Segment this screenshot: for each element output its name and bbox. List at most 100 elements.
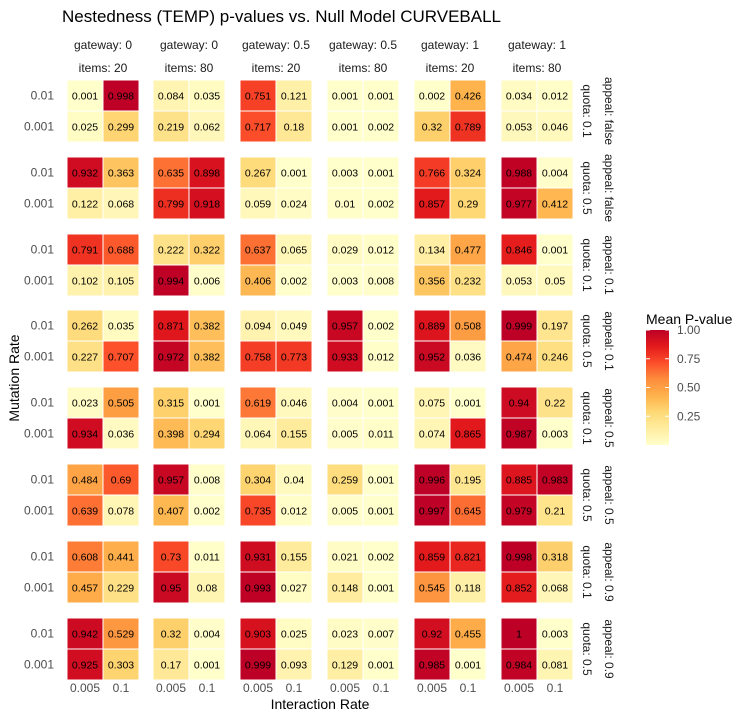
heatmap-cell — [239, 309, 277, 342]
cell-value-label: 0.065 — [281, 245, 307, 257]
cell-value-label: 0.001 — [281, 168, 307, 180]
heatmap-cell — [275, 648, 313, 681]
heatmap-cell — [326, 386, 364, 419]
heatmap-panel: 0.023 0.505 0.934 0.036 — [66, 386, 140, 450]
cell-value-label: 0.222 — [158, 245, 184, 257]
heatmap-panel: 0.889 0.508 0.952 0.036 — [413, 309, 487, 373]
row-strip-appeal: appeal: false — [602, 154, 616, 222]
legend-tick-label: 0.25 — [677, 409, 701, 423]
row-strip-appeal: appeal: false — [602, 77, 616, 145]
heatmap-cell — [239, 648, 277, 681]
heatmap-cell — [102, 540, 140, 573]
heatmap-cell — [449, 417, 487, 450]
cell-value-label: 0.134 — [419, 245, 445, 257]
heatmap-cell — [188, 187, 226, 220]
color-legend: Mean P-value 1.00 0.75 0.50 0.25 — [646, 311, 733, 445]
x-tick-label: 0.1 — [113, 681, 130, 695]
heatmap-cell — [102, 156, 140, 189]
heatmap-cell — [275, 309, 313, 342]
cell-value-label: 0.029 — [332, 245, 358, 257]
cell-value-label: 0.001 — [455, 398, 481, 410]
cell-value-label: 0.121 — [281, 91, 307, 103]
cell-value-label: 0.012 — [281, 506, 307, 518]
heatmap-cell — [449, 494, 487, 527]
y-tick-label: 0.01 — [31, 473, 55, 487]
row-strip-quota: quota: 0.5 — [580, 622, 594, 676]
heatmap-panel: 0.637 0.065 0.406 0.002 — [239, 233, 313, 297]
heatmap-cell — [362, 264, 400, 297]
heatmap-cell — [188, 494, 226, 527]
cell-value-label: 0.008 — [194, 475, 220, 487]
cell-value-label: 0.934 — [72, 429, 98, 441]
heatmap-panel: 0.001 0.998 0.025 0.299 — [66, 79, 140, 143]
cell-value-label: 0.011 — [194, 552, 220, 564]
y-tick-label: 0.001 — [24, 197, 54, 211]
x-tick-label: 0.005 — [243, 681, 273, 695]
cell-value-label: 0.027 — [281, 583, 307, 595]
heatmap-panel: 0.267 0.001 0.059 0.024 — [239, 156, 313, 220]
heatmap-cell — [239, 540, 277, 573]
x-tick-label: 0.005 — [504, 681, 534, 695]
heatmap-panel: 0.32 0.004 0.17 0.001 — [152, 617, 226, 681]
heatmap-panel: 0.134 0.477 0.356 0.232 — [413, 233, 487, 297]
heatmap-cell — [500, 233, 538, 266]
cell-value-label: 0.129 — [332, 660, 358, 672]
cell-value-label: 0.001 — [542, 245, 568, 257]
cell-value-label: 0.094 — [245, 321, 271, 333]
legend-colorbar — [646, 330, 669, 445]
heatmap-cell — [536, 571, 574, 604]
y-tick-label: 0.001 — [24, 274, 54, 288]
heatmap-cell — [188, 648, 226, 681]
heatmap-cell — [536, 309, 574, 342]
cell-value-label: 0.318 — [542, 552, 568, 564]
heatmap-cell — [449, 309, 487, 342]
cell-value-label: 0.049 — [281, 321, 307, 333]
cell-value-label: 1 — [516, 629, 522, 641]
cell-value-label: 0.933 — [332, 352, 358, 364]
heatmap-cell — [152, 156, 190, 189]
heatmap-cell — [102, 571, 140, 604]
heatmap-cell — [188, 309, 226, 342]
heatmap-cell — [362, 233, 400, 266]
x-tick-label: 0.1 — [199, 681, 216, 695]
cell-value-label: 0.324 — [455, 168, 481, 180]
row-strip-quota: quota: 0.1 — [580, 545, 594, 599]
heatmap-panel: 0.262 0.035 0.227 0.707 — [66, 309, 140, 373]
heatmap-cell — [362, 540, 400, 573]
heatmap-panel: 0.996 0.195 0.997 0.645 — [413, 463, 487, 527]
cell-value-label: 0.17 — [161, 660, 182, 672]
cell-value-label: 0.987 — [506, 429, 532, 441]
row-strip-appeal: appeal: 0.1 — [602, 235, 616, 295]
heatmap-cell — [66, 233, 104, 266]
cell-value-label: 0.006 — [194, 276, 220, 288]
cell-value-label: 0.382 — [194, 321, 220, 333]
cell-value-label: 0.012 — [368, 352, 394, 364]
cell-value-label: 0.92 — [422, 629, 443, 641]
cell-value-label: 0.267 — [245, 168, 271, 180]
heatmap-cell — [152, 494, 190, 527]
heatmap-cell — [500, 417, 538, 450]
heatmap-cell — [449, 540, 487, 573]
cell-value-label: 0.068 — [108, 199, 134, 211]
cell-value-label: 0.505 — [108, 398, 134, 410]
cell-value-label: 0.717 — [245, 122, 271, 134]
cell-value-label: 0.457 — [72, 583, 98, 595]
heatmap-cell — [326, 309, 364, 342]
heatmap-cell — [66, 386, 104, 419]
cell-value-label: 0.94 — [509, 398, 530, 410]
heatmap-cell — [66, 494, 104, 527]
heatmap-cell — [449, 264, 487, 297]
cell-value-label: 0.024 — [281, 199, 307, 211]
heatmap-cell — [536, 648, 574, 681]
x-tick-label: 0.005 — [417, 681, 447, 695]
cell-value-label: 0.001 — [368, 168, 394, 180]
heatmap-cell — [102, 386, 140, 419]
cell-value-label: 0.846 — [506, 245, 532, 257]
heatmap-cell — [536, 540, 574, 573]
heatmap-cell — [275, 417, 313, 450]
y-tick-label: 0.01 — [31, 89, 55, 103]
heatmap-cell — [239, 617, 277, 650]
cell-value-label: 0.219 — [158, 122, 184, 134]
cell-value-label: 0.529 — [108, 629, 134, 641]
heatmap-cell — [326, 494, 364, 527]
